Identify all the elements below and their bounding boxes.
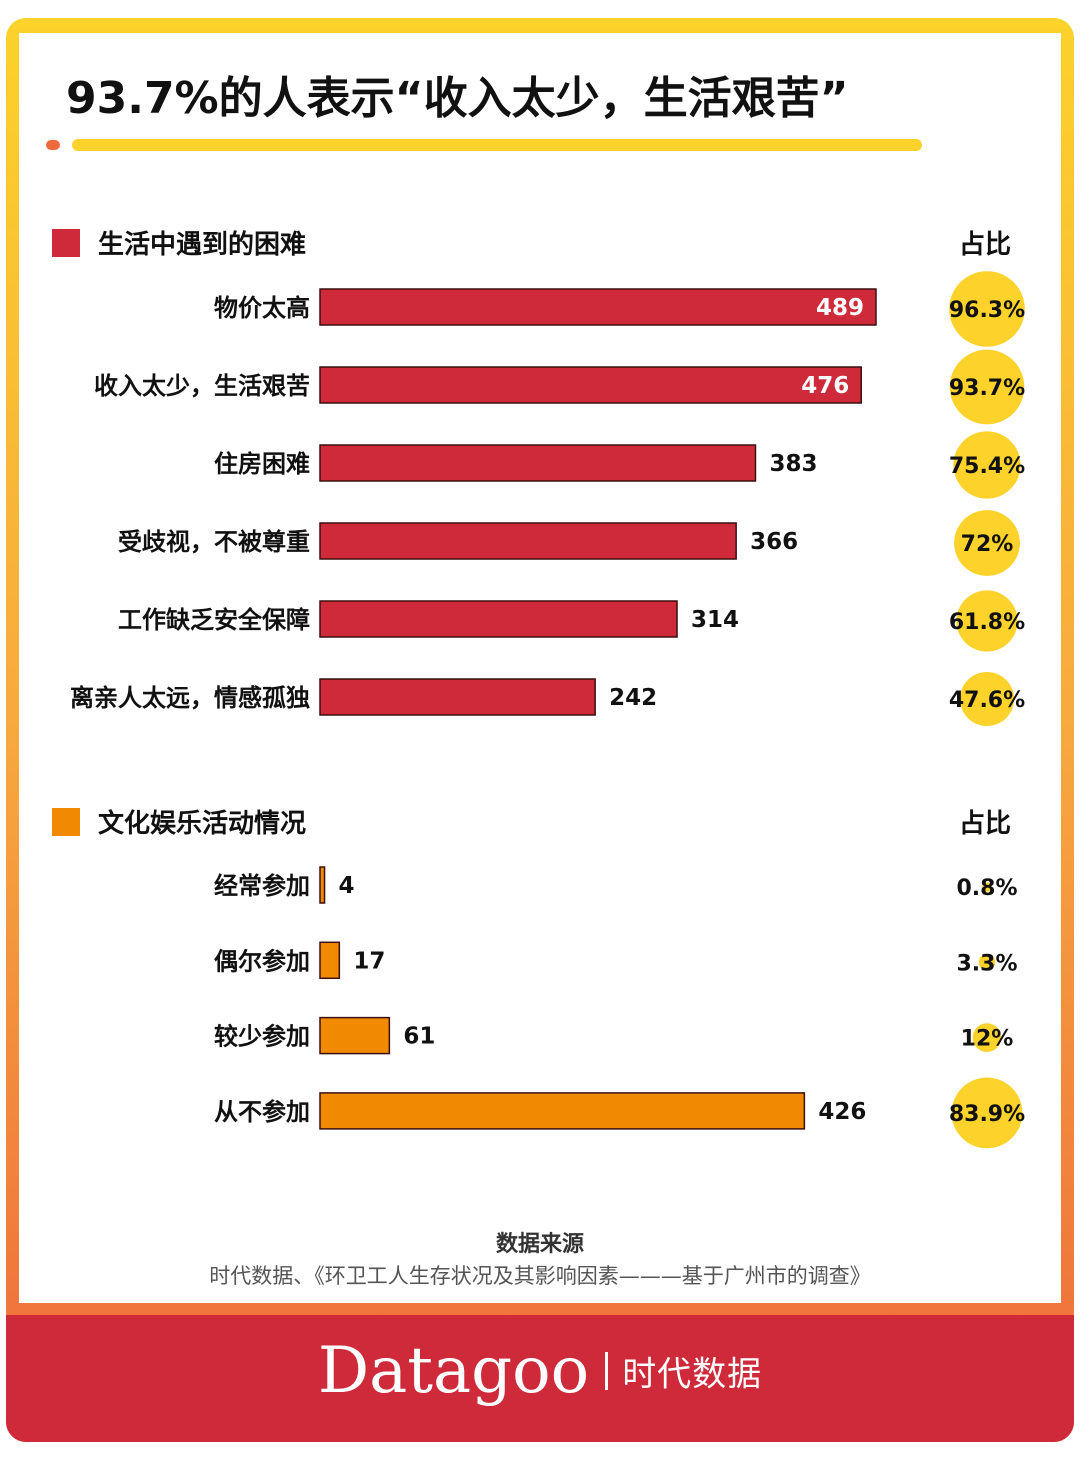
value-label: 489 xyxy=(816,295,864,321)
ratio-label: 83.9% xyxy=(949,1102,1025,1127)
category-label: 受歧视，不被尊重 xyxy=(118,528,310,556)
bar-chart: 物价太高 489 96.3% 收入太少，生活艰苦 476 93.7% 住房困难 383 75.4… xyxy=(70,271,1025,1149)
bar xyxy=(319,600,678,638)
ratio-bubble xyxy=(954,510,1020,576)
title-underline-bar xyxy=(72,139,922,151)
category-label: 物价太高 xyxy=(214,294,310,322)
value-label: 426 xyxy=(818,1099,866,1125)
category-label: 收入太少，生活艰苦 xyxy=(94,372,310,400)
ratio-bubble xyxy=(972,1023,1002,1052)
category-label: 偶尔参加 xyxy=(214,947,310,975)
ratio-label: 12% xyxy=(961,1027,1014,1052)
brand-wordmark: Datagoo xyxy=(317,1334,590,1408)
bar xyxy=(319,522,737,560)
value-label: 4 xyxy=(339,873,355,899)
ratio-label: 93.7% xyxy=(949,376,1025,401)
section-title-leisure: 文化娱乐活动情况 xyxy=(98,809,307,839)
ratio-label: 61.8% xyxy=(949,610,1025,635)
ratio-bubble xyxy=(978,954,996,971)
bar xyxy=(319,1016,391,1055)
ratio-label: 72% xyxy=(961,532,1014,557)
title-underline-dot xyxy=(46,140,60,150)
legend-square-red xyxy=(52,229,80,257)
ratio-bubble xyxy=(959,671,1015,727)
section-title-difficulties: 生活中遇到的困难 xyxy=(98,230,307,260)
ratio-bubble xyxy=(949,349,1025,425)
source-text: 时代数据、《环卫工人生存状况及其影响因素———基于广州市的调查》 xyxy=(209,1264,871,1288)
page-title: 93.7%的人表示“收入太少，生活艰苦” xyxy=(66,73,849,124)
ratio-bubble xyxy=(953,431,1021,499)
ratio-bubble xyxy=(982,882,992,892)
value-label: 17 xyxy=(353,948,385,974)
bar xyxy=(319,678,596,716)
bar xyxy=(319,866,326,904)
value-label: 242 xyxy=(609,685,657,711)
source-heading: 数据来源 xyxy=(495,1232,584,1257)
section-header-difficulties: 生活中遇到的困难 xyxy=(52,224,306,260)
category-label: 住房困难 xyxy=(214,450,310,478)
section-header-leisure: 文化娱乐活动情况 xyxy=(52,803,306,839)
value-label: 383 xyxy=(769,451,817,477)
ratio-label: 47.6% xyxy=(949,688,1025,713)
value-label: 366 xyxy=(750,529,798,555)
ratio-bubble xyxy=(951,1077,1023,1149)
bar xyxy=(319,941,341,980)
bar xyxy=(319,1092,806,1130)
bar xyxy=(319,444,757,482)
ratio-bubble xyxy=(949,271,1025,347)
category-label: 从不参加 xyxy=(214,1098,310,1126)
category-label: 较少参加 xyxy=(214,1023,310,1051)
ratio-label: 3.3% xyxy=(956,951,1017,976)
footer-band xyxy=(6,1315,1074,1442)
brand-name: 时代数据 xyxy=(622,1354,763,1395)
bar xyxy=(319,366,862,404)
ratio-label: 75.4% xyxy=(949,454,1025,479)
value-label: 314 xyxy=(691,607,739,633)
legend-square-orange xyxy=(52,808,80,836)
brand-separator xyxy=(605,1352,609,1390)
category-label: 离亲人太远，情感孤独 xyxy=(70,684,310,712)
category-label: 工作缺乏安全保障 xyxy=(118,606,310,634)
category-label: 经常参加 xyxy=(214,872,310,900)
ratio-bubble xyxy=(956,590,1018,652)
bar xyxy=(319,288,877,326)
ratio-label: 0.8% xyxy=(956,876,1017,901)
ratio-header-leisure: 占比 xyxy=(958,809,1011,839)
brand-logo: Datagoo 时代数据 xyxy=(0,1334,1080,1408)
value-label: 476 xyxy=(801,373,849,399)
content-panel xyxy=(19,33,1061,1303)
value-label: 61 xyxy=(403,1024,435,1050)
ratio-header-difficulties: 占比 xyxy=(958,230,1011,260)
ratio-label: 96.3% xyxy=(949,298,1025,323)
